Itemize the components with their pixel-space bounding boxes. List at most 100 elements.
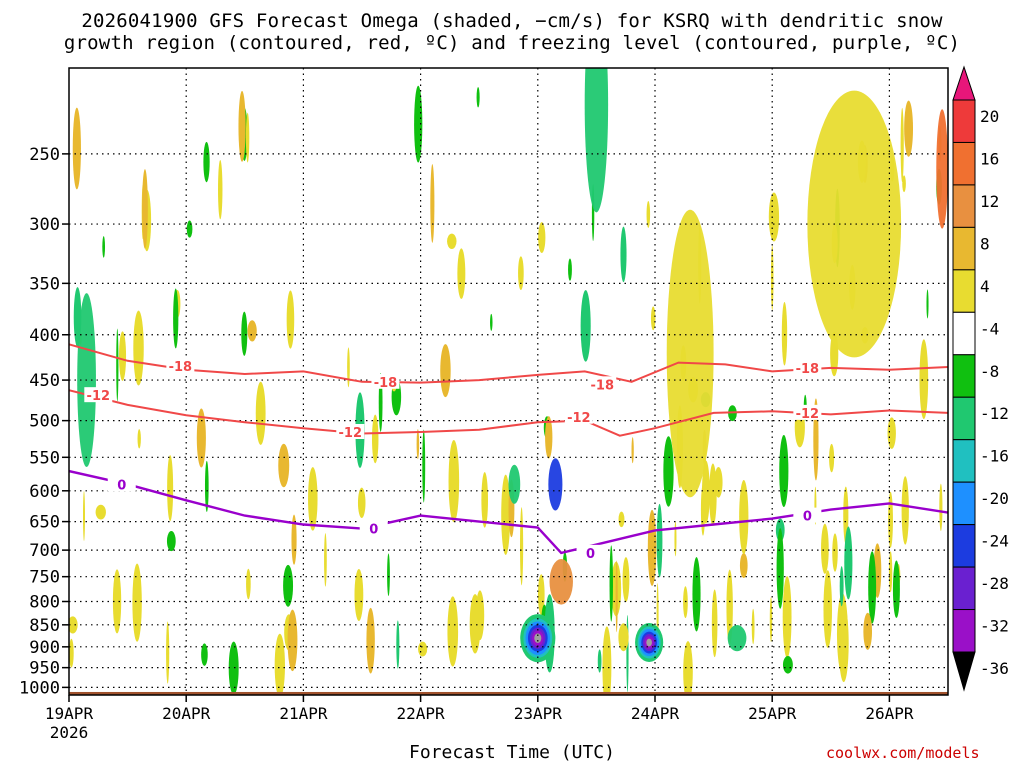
x-tick-label: 25APR (748, 704, 797, 723)
omega-feature (549, 558, 573, 605)
y-tick-label: 950 (29, 659, 60, 679)
omega-streak (692, 557, 701, 632)
omega-streak (416, 429, 420, 460)
omega-streak (602, 626, 612, 695)
omega-streak (286, 290, 295, 349)
contour-label: -12 (567, 411, 591, 426)
omega-streak (609, 545, 613, 622)
contour-label: -18 (374, 376, 398, 391)
omega-streak (821, 523, 829, 574)
omega-streak (186, 220, 193, 238)
omega-streak (69, 638, 74, 668)
omega-streak (476, 87, 480, 108)
omega-streak (166, 530, 176, 552)
plot-frame (68, 67, 949, 696)
contour-label: 0 (117, 478, 126, 493)
x-tick-label: 24APR (631, 704, 680, 723)
contour-label: -18 (796, 362, 820, 377)
omega-streak (618, 511, 625, 528)
omega-streak (646, 200, 651, 228)
omega-streak (469, 594, 481, 654)
omega-streak (119, 331, 127, 381)
omega-streak (832, 533, 838, 572)
omega-streak (102, 236, 106, 258)
omega-core-ring (646, 638, 652, 647)
contour-label: 0 (586, 547, 595, 562)
colorbar-label: 16 (980, 149, 999, 168)
omega-streak (72, 107, 81, 190)
omega-streak (274, 633, 285, 695)
omega-streak (919, 339, 929, 419)
omega-streak (324, 533, 327, 587)
omega-streak (901, 476, 909, 545)
y-tick-label: 600 (29, 482, 60, 502)
contour-label: -12 (87, 389, 111, 404)
omega-streak (868, 551, 877, 624)
colorbar-segment (952, 354, 976, 398)
x-axis-label: Forecast Time (UTC) (409, 742, 615, 763)
y-tick-label: 300 (29, 215, 60, 235)
omega-streak (278, 443, 290, 488)
contour-label: 0 (803, 510, 812, 525)
colorbar-label: -20 (980, 489, 1009, 508)
colorbar-label: -32 (980, 617, 1009, 636)
omega-streak (631, 437, 634, 464)
omega-streak (447, 233, 457, 250)
colorbar-label: -24 (980, 532, 1009, 551)
omega-streak (647, 509, 657, 586)
y-tick-label: 500 (29, 412, 60, 432)
omega-feature (548, 458, 563, 511)
contour-label-bg (793, 359, 822, 375)
omega-streak (702, 460, 710, 524)
omega-streak (518, 256, 524, 291)
credit-label[interactable]: coolwx.com/models (826, 744, 980, 762)
colorbar-bottom-triangle (952, 651, 976, 692)
contour-label-bg (576, 544, 605, 560)
contour-line-0 (69, 469, 948, 555)
omega-streak (430, 164, 435, 243)
colorbar-segment (952, 269, 976, 313)
x-tick-label: 26APR (865, 704, 914, 723)
contour-line-m12 (69, 389, 948, 437)
x-tick-label: 22APR (397, 704, 446, 723)
ground-band (69, 691, 948, 695)
omega-streak (887, 417, 896, 449)
colorbar-segment (952, 141, 976, 186)
omega-feature (727, 625, 747, 652)
omega-streak (904, 100, 914, 157)
contour-label: -18 (591, 378, 615, 393)
x-tick-label: 19APR (45, 704, 94, 723)
omega-streak (597, 649, 602, 673)
omega-streak (888, 491, 893, 548)
colorbar-segment (952, 396, 976, 441)
contour-label-bg (336, 424, 365, 440)
colorbar-top-triangle (952, 65, 976, 101)
contour-label-bg (166, 358, 195, 374)
contour-label-bg (793, 507, 822, 523)
omega-streak (95, 504, 106, 520)
omega-streak (132, 563, 142, 642)
omega-streak (283, 564, 294, 607)
omega-streak (203, 141, 210, 183)
omega-streak (900, 107, 904, 183)
omega-streak (863, 612, 873, 650)
omega-streak (414, 85, 423, 163)
colorbar-label: 4 (980, 277, 990, 296)
omega-streak (751, 608, 755, 645)
omega-streak (726, 569, 733, 645)
omega-streak (291, 514, 297, 565)
omega-streak (537, 574, 545, 616)
omega-streak (347, 347, 350, 388)
omega-streak (939, 483, 943, 532)
omega-streak (926, 289, 929, 319)
y-tick-label: 250 (29, 145, 60, 165)
omega-feature (936, 109, 948, 229)
omega-streak (656, 503, 663, 578)
omega-streak (620, 226, 627, 283)
omega-streak (82, 490, 86, 541)
omega-streak (112, 569, 122, 634)
omega-streak (133, 310, 144, 386)
x-tick-label: 21APR (279, 704, 328, 723)
omega-streak (844, 526, 853, 600)
omega-shading-layer (69, 68, 948, 695)
